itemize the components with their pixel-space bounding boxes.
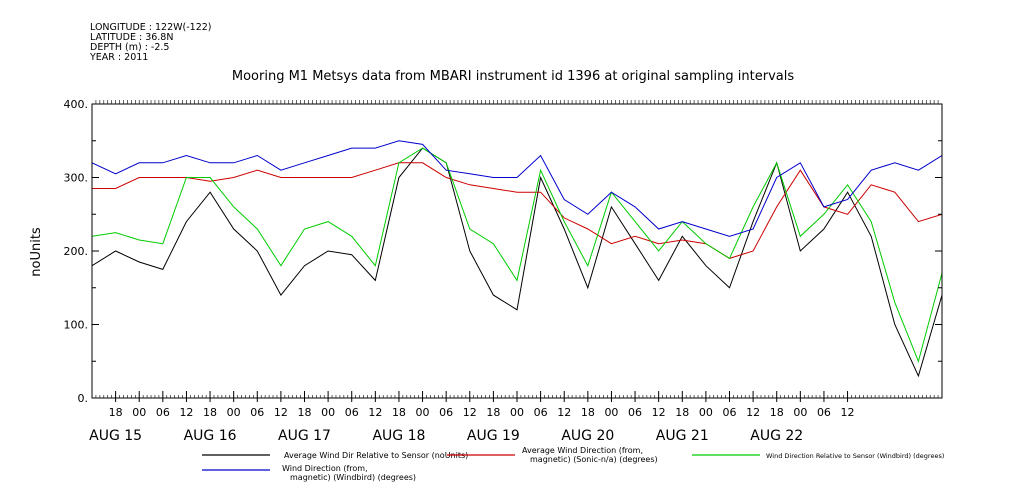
y-tick-label: 400. <box>64 98 89 111</box>
y-tick-label: 300. <box>64 172 89 185</box>
x-tick-label: 12 <box>463 406 477 419</box>
x-tick-label: 00 <box>793 406 807 419</box>
x-day-label: AUG 16 <box>184 428 237 444</box>
x-tick-label: 12 <box>841 406 855 419</box>
x-tick-label: 18 <box>486 406 500 419</box>
y-axis-label: noUnits <box>29 227 44 277</box>
x-tick-label: 00 <box>227 406 241 419</box>
x-tick-label: 00 <box>604 406 618 419</box>
legend: Average Wind Dir Relative to Sensor (noU… <box>202 446 944 482</box>
x-tick-label: 12 <box>179 406 193 419</box>
x-tick-label: 06 <box>439 406 453 419</box>
x-tick-label: 18 <box>392 406 406 419</box>
x-tick-label: 06 <box>628 406 642 419</box>
x-tick-label: 00 <box>699 406 713 419</box>
x-tick-label: 06 <box>817 406 831 419</box>
x-tick-label: 12 <box>274 406 288 419</box>
x-tick-label: 06 <box>534 406 548 419</box>
series-line-3 <box>92 147 942 363</box>
chart-title: Mooring M1 Metsys data from MBARI instru… <box>232 69 794 84</box>
x-tick-label: 12 <box>368 406 382 419</box>
plot-axes: 0. 100. 200. 300. 400. 18 00 06 12 18 00 06 12 18 00 06… <box>64 98 943 444</box>
x-day-label: AUG 18 <box>372 428 425 444</box>
x-tick-label: 18 <box>770 406 784 419</box>
x-tick-label: 12 <box>652 406 666 419</box>
x-tick-label: 18 <box>298 406 312 419</box>
metadata-year: YEAR : 2011 <box>89 52 148 63</box>
x-tick-label: 06 <box>156 406 170 419</box>
x-tick-label: 06 <box>345 406 359 419</box>
y-tick-label: 200. <box>64 245 89 258</box>
x-day-label: AUG 21 <box>656 428 709 444</box>
x-day-label: AUG 17 <box>278 428 331 444</box>
y-tick-label: 0. <box>78 392 89 405</box>
x-day-label: AUG 20 <box>561 428 614 444</box>
series-line-1 <box>92 147 942 378</box>
legend-label-4: Wind Direction (from, <box>282 464 368 473</box>
legend-label-2: Average Wind Direction (from, <box>522 446 643 455</box>
metadata-block: LONGITUDE : 122W(-122) LATITUDE : 36.8N … <box>89 22 212 63</box>
legend-label-1: Average Wind Dir Relative to Sensor (noU… <box>284 451 468 460</box>
plot-series-layer <box>92 140 942 378</box>
x-day-label: AUG 22 <box>750 428 803 444</box>
metadata-longitude: LONGITUDE : 122W(-122) <box>90 22 212 33</box>
metadata-depth: DEPTH (m) : -2.5 <box>90 42 169 53</box>
x-tick-label: 12 <box>557 406 571 419</box>
x-day-label: AUG 15 <box>89 428 142 444</box>
x-tick-label: 12 <box>746 406 760 419</box>
legend-label-2: magnetic) (Sonic-n/a) (degrees) <box>530 455 658 464</box>
x-tick-label: 00 <box>416 406 430 419</box>
x-tick-label: 18 <box>203 406 217 419</box>
y-tick-label: 100. <box>64 319 89 332</box>
x-tick-label: 06 <box>723 406 737 419</box>
x-tick-label: 18 <box>581 406 595 419</box>
x-tick-label: 06 <box>250 406 264 419</box>
x-tick-label: 18 <box>675 406 689 419</box>
series-line-2 <box>92 162 942 259</box>
x-tick-label: 00 <box>321 406 335 419</box>
metadata-latitude: LATITUDE : 36.8N <box>90 32 173 43</box>
legend-label-3: Wind Direction Relative to Sensor (Windb… <box>766 452 944 460</box>
legend-label-4: magnetic) (Windbird) (degrees) <box>290 473 416 482</box>
x-tick-label: 18 <box>109 406 123 419</box>
x-tick-label: 00 <box>132 406 146 419</box>
x-day-label: AUG 19 <box>467 428 520 444</box>
series-line-4 <box>92 140 942 237</box>
x-tick-label: 00 <box>510 406 524 419</box>
